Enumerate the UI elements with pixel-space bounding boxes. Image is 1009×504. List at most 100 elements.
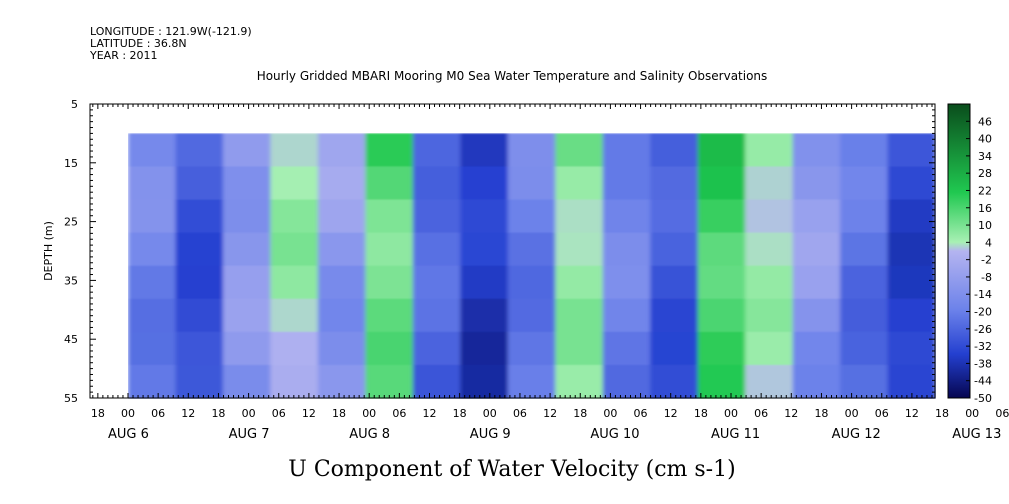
colorbar-label: 16	[978, 202, 992, 215]
heatmap-cell	[175, 265, 224, 300]
heatmap-cell	[745, 298, 794, 333]
x-hour-label: 18	[91, 407, 105, 420]
heatmap-cell	[697, 199, 746, 234]
heatmap-cell	[887, 232, 936, 267]
heatmap-cell	[270, 265, 319, 300]
heatmap-cell	[650, 331, 699, 366]
heatmap-cell	[555, 331, 604, 366]
heatmap-cell	[365, 232, 414, 267]
heatmap-cell	[555, 298, 604, 333]
heatmap-cell	[555, 199, 604, 234]
heatmap-cell	[650, 265, 699, 300]
heatmap-cell	[697, 166, 746, 201]
x-hour-label: 06	[272, 407, 286, 420]
heatmap-cell	[840, 298, 889, 333]
x-hour-label: 12	[302, 407, 316, 420]
heatmap-cell	[792, 331, 841, 366]
y-tick-label: 35	[64, 274, 78, 287]
colorbar-label: 46	[978, 115, 992, 128]
heatmap-cell	[317, 232, 366, 267]
x-day-label: AUG 12	[832, 427, 881, 442]
x-day-label: AUG 11	[711, 427, 760, 442]
x-axis-title: U Component of Water Velocity (cm s-1)	[288, 457, 735, 482]
x-hour-label: 12	[664, 407, 678, 420]
heatmap-cell	[270, 298, 319, 333]
colorbar-label: -32	[974, 340, 992, 353]
heatmap-cell	[602, 265, 651, 300]
heatmap-cell	[270, 199, 319, 234]
heatmap-cell	[412, 232, 461, 267]
heatmap-cell	[697, 133, 746, 168]
colorbar-label: -20	[974, 306, 992, 319]
x-hour-label: 12	[423, 407, 437, 420]
heatmap-cell	[887, 166, 936, 201]
x-hour-label: 06	[875, 407, 889, 420]
heatmap-cell	[792, 364, 841, 399]
x-hour-label: 00	[121, 407, 135, 420]
heatmap-cell	[602, 166, 651, 201]
heatmap-field	[128, 133, 936, 399]
heatmap-cell	[175, 133, 224, 168]
x-day-label: AUG 10	[590, 427, 639, 442]
heatmap-cell	[175, 232, 224, 267]
y-axis-title: DEPTH (m)	[42, 221, 55, 281]
x-hour-label: 00	[965, 407, 979, 420]
x-hour-label: 00	[483, 407, 497, 420]
heatmap-cell	[460, 364, 509, 399]
heatmap-cell	[507, 199, 556, 234]
colorbar-label: 40	[978, 133, 992, 146]
heatmap-cell	[317, 199, 366, 234]
x-day-label: AUG 9	[470, 427, 511, 442]
x-hour-label: 12	[543, 407, 557, 420]
heatmap-cell	[887, 298, 936, 333]
x-hour-label: 18	[453, 407, 467, 420]
heatmap-cell	[792, 133, 841, 168]
heatmap-cell	[650, 166, 699, 201]
heatmap-cell	[270, 364, 319, 399]
heatmap-cell	[175, 331, 224, 366]
colorbar-gradient	[947, 103, 971, 399]
heatmap-cell	[555, 232, 604, 267]
heatmap-cell	[460, 232, 509, 267]
heatmap-cell	[222, 232, 272, 267]
colorbar-label: -44	[974, 375, 992, 388]
heatmap-cell	[602, 364, 651, 399]
heatmap-cell	[222, 199, 272, 234]
heatmap-cell	[792, 166, 841, 201]
x-hour-label: 06	[392, 407, 406, 420]
heatmap-cell	[887, 331, 936, 366]
heatmap-cell	[128, 166, 177, 201]
colorbar-label: -38	[974, 357, 992, 370]
heatmap-cell	[507, 331, 556, 366]
x-hour-label: 18	[332, 407, 346, 420]
x-hour-label: 00	[845, 407, 859, 420]
colorbar-label: 28	[978, 167, 992, 180]
heatmap-cell	[412, 133, 461, 168]
x-hour-label: 18	[573, 407, 587, 420]
heatmap-cell	[507, 364, 556, 399]
heatmap-cell	[222, 133, 272, 168]
heatmap-cell	[270, 232, 319, 267]
latitude-label: LATITUDE : 36.8N	[90, 37, 187, 50]
heatmap-cell	[365, 265, 414, 300]
heatmap-cell	[697, 331, 746, 366]
x-day-label: AUG 13	[952, 427, 1001, 442]
heatmap-cell	[460, 166, 509, 201]
chart-title: Hourly Gridded MBARI Mooring M0 Sea Wate…	[257, 69, 768, 83]
heatmap-cell	[317, 298, 366, 333]
colorbar-label: -14	[974, 288, 992, 301]
heatmap-cell	[697, 364, 746, 399]
x-hour-label: 06	[151, 407, 165, 420]
heatmap-cell	[555, 364, 604, 399]
heatmap-cell	[602, 133, 651, 168]
heatmap-cell	[697, 232, 746, 267]
heatmap-cell	[555, 133, 604, 168]
heatmap-cell	[602, 232, 651, 267]
x-hour-label: 18	[814, 407, 828, 420]
heatmap-cell	[317, 364, 366, 399]
heatmap-cell	[650, 133, 699, 168]
colorbar-label: 4	[985, 236, 992, 249]
x-hour-label: 18	[211, 407, 225, 420]
colorbar-label: 22	[978, 184, 992, 197]
heatmap-cell	[507, 265, 556, 300]
